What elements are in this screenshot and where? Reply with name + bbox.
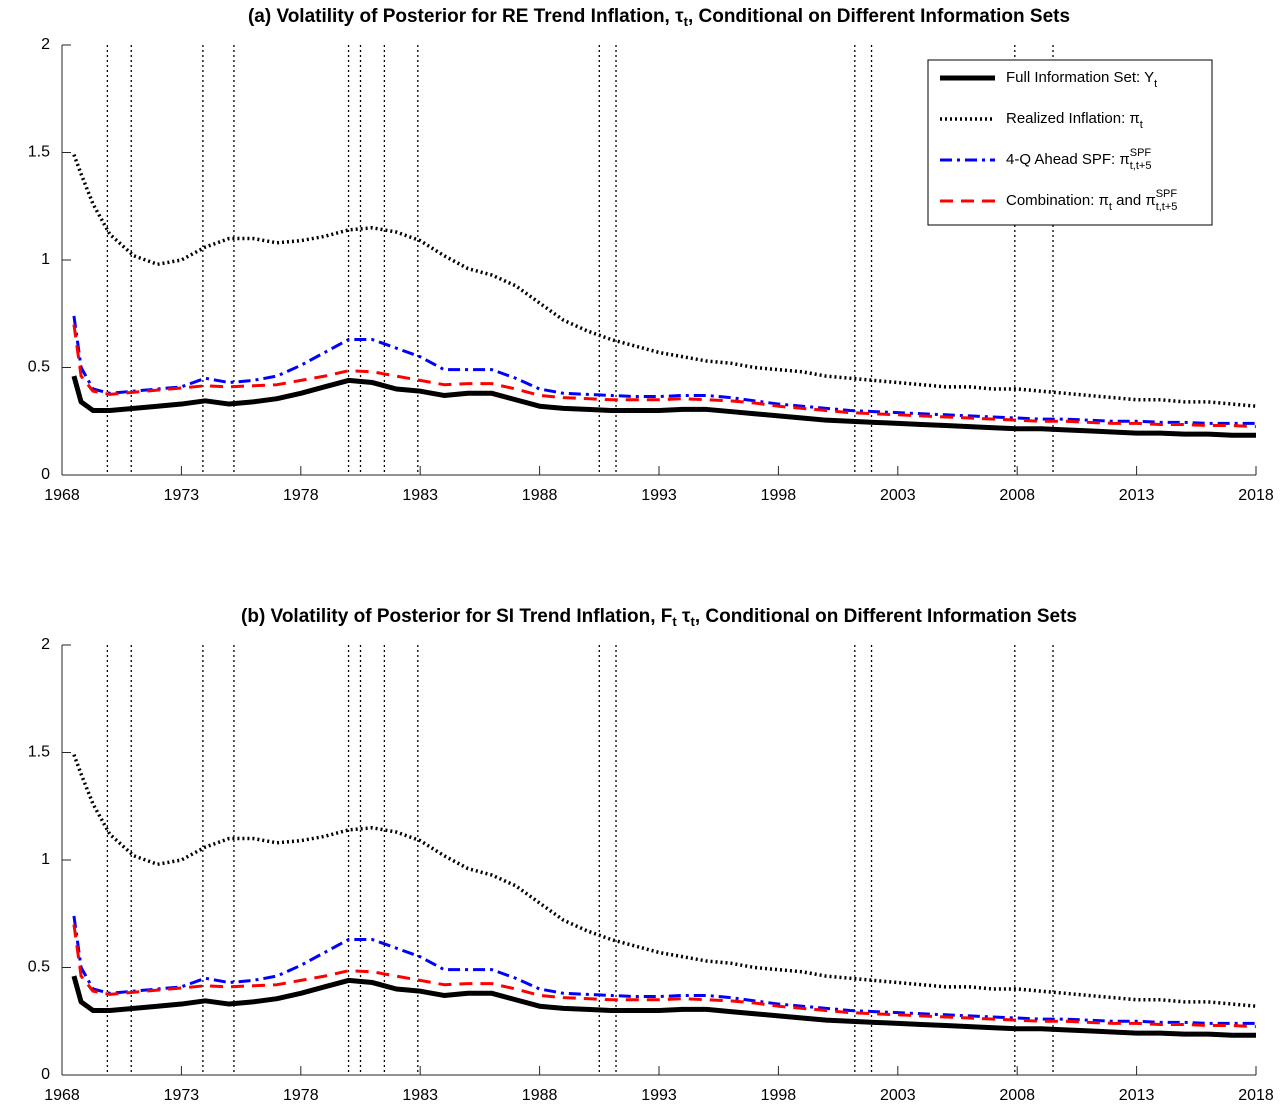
y-tick-label: 1.5 (28, 144, 50, 161)
x-tick-label: 2008 (999, 1087, 1035, 1104)
x-tick-label: 1978 (283, 487, 319, 504)
y-tick-label: 1.5 (28, 744, 50, 761)
legend-label: Full Information Set: Yt (1006, 69, 1157, 90)
subscript: t (1140, 119, 1143, 131)
y-tick-label: 2 (41, 36, 50, 53)
y-tick-label: 1 (41, 251, 50, 268)
text-segment: (b) Volatility of Posterior for SI Trend… (241, 606, 672, 627)
x-tick-label: 2013 (1119, 487, 1155, 504)
subscript: t (1109, 201, 1112, 213)
text-segment: , Conditional on Different Information S… (688, 6, 1070, 27)
text-segment: Combination: π (1006, 192, 1109, 209)
text-segment: , Conditional on Different Information S… (695, 606, 1077, 627)
x-tick-label: 2003 (880, 1087, 916, 1104)
chart-panel: (b) Volatility of Posterior for SI Trend… (28, 606, 1274, 1104)
x-tick-label: 1993 (641, 1087, 677, 1104)
subscript: t,t+5 (1130, 160, 1152, 172)
y-tick-label: 1 (41, 851, 50, 868)
series-line (72, 754, 1257, 1008)
series-line (71, 975, 1256, 1038)
series-line (72, 924, 1257, 1029)
x-tick-label: 1973 (164, 1087, 200, 1104)
y-tick-label: 2 (41, 636, 50, 653)
x-tick-label: 1998 (761, 1087, 797, 1104)
x-tick-label: 2013 (1119, 1087, 1155, 1104)
subscript: t (672, 614, 677, 629)
chart-title: (a) Volatility of Posterior for RE Trend… (248, 6, 1070, 29)
y-tick-label: 0.5 (28, 959, 50, 976)
chart-title: (b) Volatility of Posterior for SI Trend… (241, 606, 1077, 629)
chart-panel: (a) Volatility of Posterior for RE Trend… (28, 6, 1274, 504)
text-segment: and π (1112, 192, 1156, 209)
text-segment: (a) Volatility of Posterior for RE Trend… (248, 6, 684, 27)
x-tick-label: 2018 (1238, 1087, 1274, 1104)
series-line (71, 375, 1256, 438)
x-tick-label: 1968 (44, 487, 80, 504)
x-tick-label: 1988 (522, 487, 558, 504)
y-tick-label: 0 (41, 466, 50, 483)
x-tick-label: 1978 (283, 1087, 319, 1104)
legend-label: Realized Inflation: πt (1006, 110, 1143, 131)
x-tick-label: 1973 (164, 487, 200, 504)
legend-label: 4-Q Ahead SPF: πSPF t,t+5 (1006, 147, 1151, 172)
x-tick-label: 1968 (44, 1087, 80, 1104)
subscript: t,t+5 (1156, 201, 1178, 213)
series-line (72, 915, 1256, 1025)
series-line (72, 315, 1256, 425)
superscript: SPF (1156, 188, 1178, 200)
legend-label: Combination: πt and πSPF t,t+5 (1006, 188, 1177, 213)
x-tick-label: 2018 (1238, 487, 1274, 504)
text-segment: Realized Inflation: π (1006, 110, 1140, 127)
superscript: SPF (1130, 147, 1152, 159)
x-tick-label: 1988 (522, 1087, 558, 1104)
x-tick-label: 1983 (402, 487, 438, 504)
y-tick-label: 0 (41, 1066, 50, 1083)
series-line (72, 324, 1257, 429)
subscript: t (684, 14, 689, 29)
legend-box (927, 59, 1213, 226)
series-line (72, 154, 1257, 408)
x-tick-label: 2003 (880, 487, 916, 504)
subscript: t (1154, 78, 1157, 90)
x-tick-label: 1993 (641, 487, 677, 504)
text-segment: 4-Q Ahead SPF: π (1006, 151, 1130, 168)
text-segment: τ (677, 606, 691, 627)
x-tick-label: 1983 (402, 1087, 438, 1104)
x-tick-label: 1998 (761, 487, 797, 504)
y-tick-label: 0.5 (28, 359, 50, 376)
text-segment: Full Information Set: Y (1006, 69, 1154, 86)
subscript: t (691, 614, 696, 629)
x-tick-label: 2008 (999, 487, 1035, 504)
